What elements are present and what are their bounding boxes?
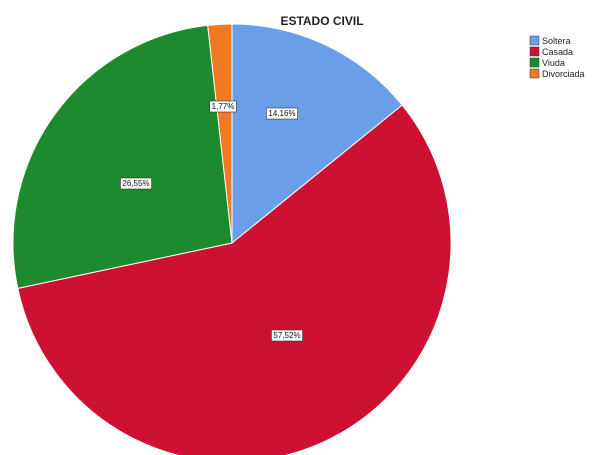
chart-title: ESTADO CIVIL (280, 14, 363, 28)
svg-text:26,55%: 26,55% (122, 179, 149, 188)
legend-label: Soltera (542, 36, 571, 46)
svg-text:1,77%: 1,77% (212, 102, 235, 111)
slice-labels: 14,16% 57,52% 26,55% 1,77% (120, 100, 303, 342)
legend-item-casada: Casada (529, 46, 573, 57)
legend-item-divorciada: Divorciada (529, 68, 585, 79)
svg-text:14,16%: 14,16% (268, 109, 295, 118)
pie-slices (12, 23, 452, 455)
pie-slice-soltera (231, 23, 403, 245)
legend-label: Casada (542, 47, 573, 57)
pie-slice-divorciada (207, 23, 233, 244)
legend-swatch (529, 46, 540, 57)
svg-text:57,52%: 57,52% (273, 331, 300, 340)
slice-label-soltera: 14,16% (266, 107, 298, 120)
slice-label-viuda: 26,55% (120, 177, 152, 190)
legend-swatch (529, 35, 540, 46)
pie-slice-viuda (12, 24, 233, 289)
legend-item-soltera: Soltera (529, 35, 571, 46)
legend-label: Divorciada (542, 69, 585, 79)
slice-label-divorciada: 1,77% (209, 100, 237, 113)
legend-swatch (529, 68, 540, 79)
legend-label: Viuda (542, 58, 565, 68)
pie-slice-casada (17, 104, 452, 455)
legend-item-viuda: Viuda (529, 57, 565, 68)
slice-label-casada: 57,52% (271, 329, 303, 342)
legend-swatch (529, 57, 540, 68)
